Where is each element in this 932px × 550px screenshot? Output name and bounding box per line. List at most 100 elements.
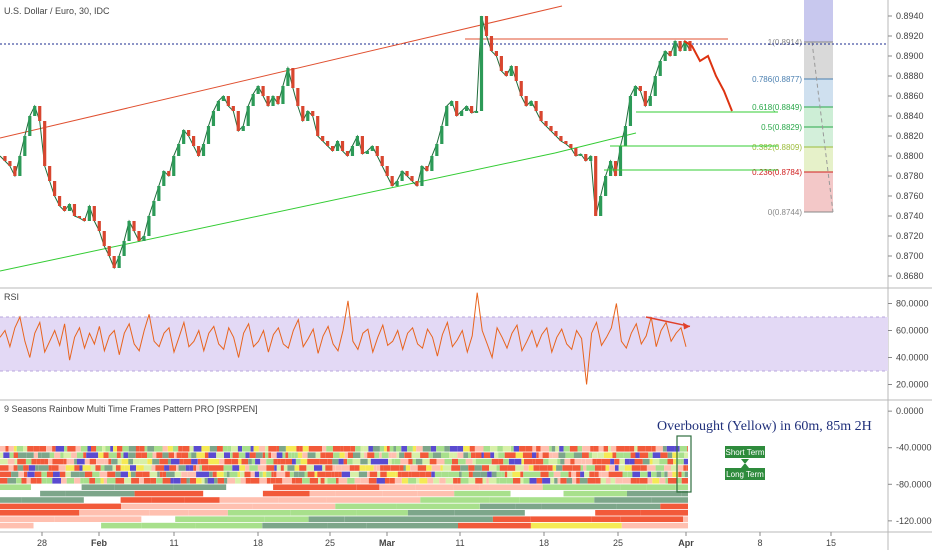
rainbow-cell: [120, 471, 128, 478]
rainbow-cell: [41, 478, 47, 484]
rainbow-cell: [237, 471, 241, 478]
rainbow-cell: [632, 471, 640, 478]
price-candle: [628, 96, 633, 126]
rainbow-cell: [89, 478, 95, 484]
rainbow-cell: [276, 446, 279, 452]
rainbow-cell: [574, 458, 582, 465]
rainbow-cell: [196, 471, 202, 478]
price-candle: [474, 111, 479, 113]
rainbow-cell: [31, 458, 37, 465]
rainbow-cell: [386, 471, 396, 478]
rainbow-cell: [407, 510, 455, 516]
rainbow-cell: [294, 465, 300, 471]
rainbow-cell: [17, 458, 26, 465]
rainbow-cell: [92, 471, 100, 478]
rsi-panel: 80.0000 60.0000 40.0000 20.0000 RSI: [0, 292, 929, 390]
rainbow-cell: [549, 446, 552, 452]
rainbow-cell: [141, 452, 147, 458]
rainbow-cell: [41, 471, 47, 478]
fibonacci-retracement[interactable]: 1(0.8914) 0.786(0.8877) 0.618(0.8849) 0.5(0…: [0, 0, 888, 217]
rainbow-cell: [273, 458, 278, 465]
rainbow-cell: [665, 478, 668, 484]
price-candle: [216, 101, 221, 111]
rainbow-cell: [304, 471, 308, 478]
rainbow-cell: [502, 446, 511, 452]
rainbow-cell: [11, 471, 19, 478]
rainbow-cell: [292, 458, 296, 465]
rsi-arrow[interactable]: [645, 316, 691, 330]
price-candle: [539, 111, 543, 121]
rainbow-cell: [144, 446, 148, 452]
rainbow-cell: [535, 458, 544, 465]
price-candle: [643, 91, 647, 106]
rainbow-cell: [197, 458, 201, 465]
rainbow-cell: [223, 465, 233, 471]
price-candle: [276, 96, 280, 104]
projection-path[interactable]: [683, 40, 733, 112]
rainbow-cell: [401, 446, 408, 452]
rainbow-cell: [0, 497, 22, 503]
rainbow-cell: [501, 471, 505, 478]
rainbow-cell: [0, 522, 34, 529]
rainbow-cell: [601, 458, 608, 465]
rainbow-cell: [515, 503, 542, 510]
rainbow-cell: [38, 465, 46, 471]
rainbow-cell: [258, 446, 266, 452]
rainbow-cell: [179, 458, 184, 465]
rainbow-cell: [523, 471, 532, 478]
rainbow-cell: [444, 458, 452, 465]
rainbow-cell: [40, 458, 45, 465]
rainbow-cell: [660, 503, 688, 510]
rainbow-cell: [652, 458, 660, 465]
rainbow-cell: [542, 484, 598, 490]
rainbow-cell: [128, 452, 136, 458]
rainbow-cell: [96, 446, 103, 452]
rainbow-cell: [136, 465, 144, 471]
price-candle: [38, 106, 42, 121]
rainbow-cell: [23, 446, 28, 452]
rainbow-cell: [620, 484, 647, 490]
rainbow-cell: [290, 510, 357, 516]
price-candle: [182, 130, 186, 144]
rainbow-cell: [530, 516, 592, 522]
rainbow-cell: [259, 478, 267, 484]
rainbow-cell: [540, 446, 549, 452]
rainbow-cell: [82, 465, 91, 471]
rainbow-cell: [255, 458, 261, 465]
price-candle: [360, 136, 364, 154]
rainbow-cell: [384, 446, 387, 452]
rainbow-tick-label: -80.0000: [896, 479, 932, 489]
rainbow-cell: [656, 471, 662, 478]
rainbow-cell: [226, 471, 230, 478]
rainbow-cell: [298, 471, 305, 478]
rainbow-cell: [442, 465, 452, 471]
rainbow-cell: [204, 452, 209, 458]
rainbow-cell: [196, 478, 202, 484]
rainbow-cell: [217, 446, 223, 452]
rainbow-cell: [360, 446, 364, 452]
rainbow-cell: [162, 452, 169, 458]
trendlines[interactable]: [0, 5, 728, 272]
rainbow-cell: [556, 465, 563, 471]
rainbow-cell: [540, 471, 549, 478]
support-lines[interactable]: [604, 111, 778, 171]
trendline: [0, 5, 563, 139]
rainbow-cell: [672, 452, 679, 458]
rainbow-cell: [316, 446, 323, 452]
rainbow-cell: [381, 452, 389, 458]
rainbow-cell: [521, 458, 524, 465]
rainbow-cell: [659, 458, 668, 465]
rainbow-cell: [459, 471, 462, 478]
rainbow-cell: [580, 465, 583, 471]
rainbow-cell: [9, 452, 14, 458]
rainbow-cell: [287, 478, 292, 484]
rainbow-cell: [214, 478, 218, 484]
rainbow-cell: [542, 478, 551, 484]
rainbow-cell: [302, 446, 309, 452]
rainbow-cell: [646, 484, 676, 490]
rainbow-cell: [577, 446, 583, 452]
x-tick-label: Apr: [678, 538, 694, 548]
rainbow-cell: [612, 452, 617, 458]
rainbow-cell: [82, 503, 122, 510]
rainbow-cell: [525, 446, 533, 452]
